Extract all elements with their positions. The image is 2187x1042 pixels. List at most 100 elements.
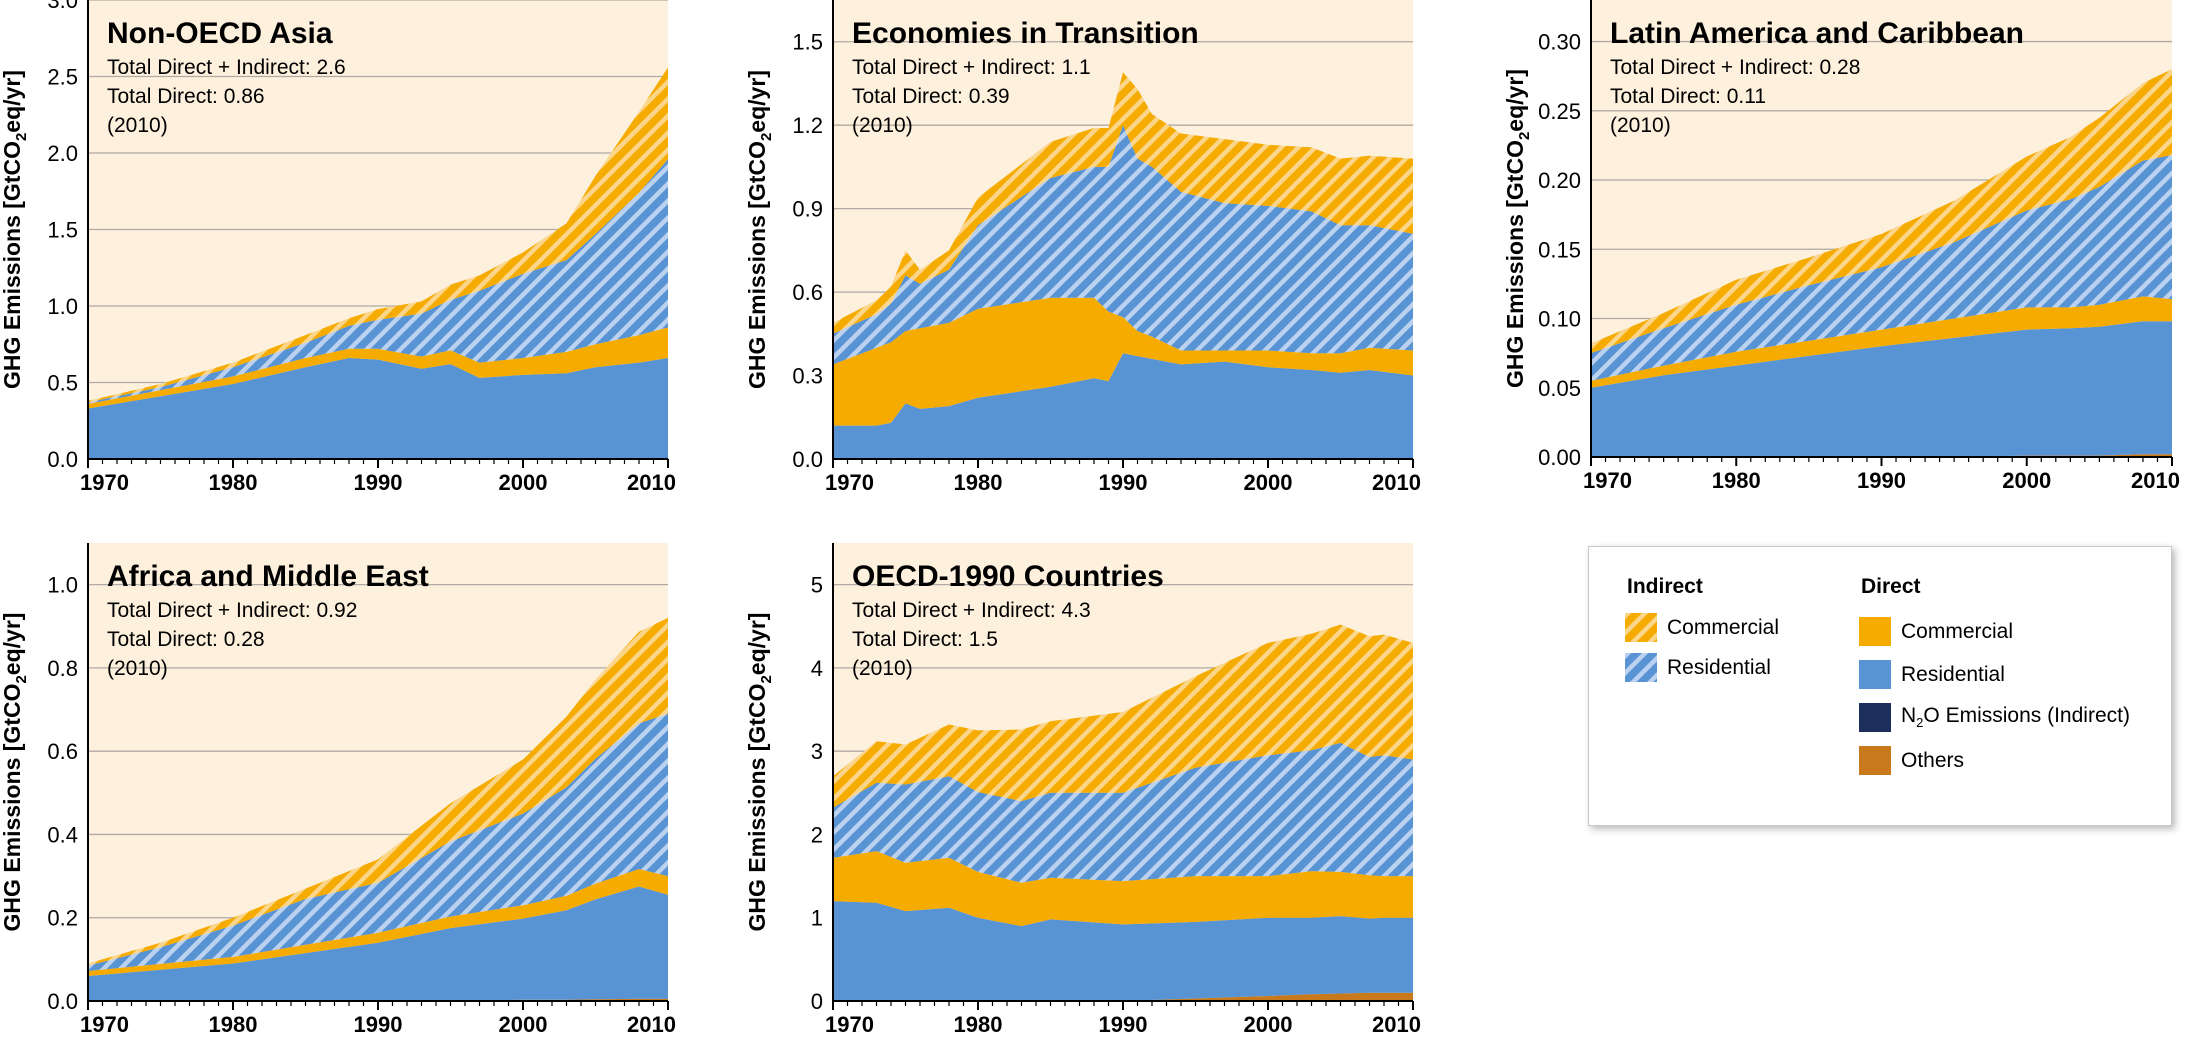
panel-annotation: Total Direct: 0.28 (107, 628, 265, 651)
chart-panel: 0.0 0.2 0.4 0.6 0.8 1.0 1970 1980 1990 2000 2010 GH… (0, 543, 676, 1037)
legend-item-others: Others (1859, 746, 1964, 775)
legend-label-direct-commercial: Commercial (1901, 619, 2014, 643)
y-tick-label: 3.0 (47, 0, 78, 13)
panel-annotation: Total Direct: 0.11 (1610, 85, 1766, 108)
area-series-commercial (88, 869, 668, 976)
legend-label-n2o-sub: 2 (1916, 715, 1924, 731)
y-axis-label: GHG Emissions [GtCO2eq/yr] (1502, 69, 1533, 388)
y-axis-label-tail: eq/yr] (744, 70, 770, 133)
area-series-indirect-residential (833, 742, 1413, 883)
x-tick-label: 2010 (627, 1012, 676, 1037)
panel-title: Latin America and Caribbean (1610, 17, 2024, 50)
y-tick-label: 0.0 (792, 447, 823, 472)
panel-annotation: Total Direct + Indirect: 0.28 (1610, 56, 1860, 79)
area-series-residential (833, 901, 1413, 1001)
y-axis-label-sub: 2 (13, 675, 30, 683)
y-tick-label: 1.0 (47, 573, 78, 598)
y-tick-label: 2.5 (47, 65, 78, 90)
n2o-swatch (1859, 703, 1891, 732)
panel-annotation: (2010) (852, 114, 913, 137)
y-axis-label-main: GHG Emissions [GtCO (744, 684, 770, 932)
area-series-indirect-residential (88, 159, 668, 404)
y-axis-label: GHG Emissions [GtCO2eq/yr] (744, 70, 775, 389)
x-tick-label: 2000 (1244, 1012, 1293, 1037)
x-tick-label: 1970 (825, 470, 874, 495)
y-tick-label: 5 (811, 573, 823, 598)
y-tick-label: 0.15 (1538, 237, 1581, 262)
legend-label-n2o: N2O Emissions (Indirect) (1901, 704, 2130, 730)
indirect-residential-swatch (1625, 653, 1657, 682)
area-series-residential (1591, 321, 2172, 457)
area-series-others (833, 992, 1413, 1001)
legend: Indirect Direct Commercial Residential C… (1588, 546, 2172, 826)
panel-annotation: Total Direct + Indirect: 0.92 (107, 599, 357, 622)
chart-panel: 0 1 2 3 4 5 1970 1980 1990 2000 2010 GHG Emissions … (744, 543, 1421, 1037)
y-tick-label: 2.0 (47, 141, 78, 166)
x-tick-label: 2000 (2002, 468, 2051, 493)
panel-annotation: Total Direct: 0.86 (107, 85, 265, 108)
y-axis-label-tail: eq/yr] (0, 70, 25, 133)
y-tick-label: 2 (811, 822, 823, 847)
area-series-indirect-commercial (88, 67, 668, 403)
panel-title: Africa and Middle East (107, 560, 429, 593)
y-tick-label: 0.05 (1538, 376, 1581, 401)
y-axis-label-tail: eq/yr] (1502, 69, 1528, 132)
x-tick-label: 1980 (954, 470, 1003, 495)
panel-annotation: Total Direct + Indirect: 2.6 (107, 56, 346, 79)
legend-label-indirect-commercial: Commercial (1667, 615, 1780, 639)
panel-title: OECD-1990 Countries (852, 560, 1164, 593)
x-tick-label: 2000 (1244, 470, 1293, 495)
chart-panel: 0.00 0.05 0.10 0.15 0.20 0.25 0.30 1970 1980 1990… (1502, 0, 2180, 493)
y-tick-label: 3 (811, 739, 823, 764)
y-tick-label: 0.2 (47, 906, 78, 931)
area-series-indirect-commercial (88, 617, 668, 966)
area-series-indirect-commercial (1591, 69, 2172, 354)
residential-swatch (1859, 660, 1891, 689)
y-tick-label: 0.0 (47, 447, 78, 472)
x-tick-label: 1970 (80, 470, 129, 495)
legend-label-indirect-residential: Residential (1667, 655, 1771, 679)
y-tick-label: 1.0 (47, 294, 78, 319)
x-tick-label: 2010 (1372, 470, 1421, 495)
x-tick-label: 2010 (627, 470, 676, 495)
y-axis-label-sub: 2 (758, 133, 775, 141)
panel-annotation: (2010) (107, 114, 168, 137)
x-tick-label: 1980 (954, 1012, 1003, 1037)
x-tick-label: 1990 (1099, 1012, 1148, 1037)
y-tick-label: 0.25 (1538, 99, 1581, 124)
legend-item-indirect-residential: Residential (1625, 653, 1771, 682)
x-tick-label: 2000 (499, 1012, 548, 1037)
y-tick-label: 1 (811, 906, 823, 931)
legend-item-direct-commercial: Commercial (1859, 617, 2013, 646)
y-axis-label-main: GHG Emissions [GtCO (744, 141, 770, 389)
y-tick-label: 0.8 (47, 656, 78, 681)
y-tick-label: 0.6 (792, 280, 823, 305)
y-axis-label-sub: 2 (758, 675, 775, 683)
x-tick-label: 1970 (80, 1012, 129, 1037)
y-tick-label: 0.6 (47, 739, 78, 764)
legend-item-direct-residential: Residential (1859, 660, 2005, 689)
legend-item-n2o: N2O Emissions (Indirect) (1859, 703, 2130, 732)
area-series-indirect-residential (1591, 155, 2172, 381)
legend-direct-heading: Direct (1861, 575, 1921, 598)
panel-title: Non-OECD Asia (107, 17, 333, 50)
x-tick-label: 1990 (354, 1012, 403, 1037)
y-axis-label: GHG Emissions [GtCO2eq/yr] (0, 613, 30, 932)
y-axis-label-sub: 2 (13, 133, 30, 141)
y-tick-label: 0.00 (1538, 445, 1581, 470)
panel-annotation: (2010) (1610, 114, 1671, 137)
panel-annotation: Total Direct: 0.39 (852, 85, 1010, 108)
y-tick-label: 0.5 (47, 371, 78, 396)
chart-panel: 0.0 0.3 0.6 0.9 1.2 1.5 1970 1980 1990 2000 2010 GH… (744, 0, 1421, 495)
area-series-commercial (833, 297, 1413, 426)
x-tick-label: 1990 (1099, 470, 1148, 495)
chart-panel: 0.0 0.5 1.0 1.5 2.0 2.5 3.0 1970 1980 1990 2000 201… (0, 0, 676, 495)
area-series-indirect-residential (833, 125, 1413, 365)
y-tick-label: 0 (811, 989, 823, 1014)
panel-annotation: (2010) (852, 657, 913, 680)
x-tick-label: 2000 (499, 470, 548, 495)
commercial-swatch (1859, 617, 1891, 646)
y-tick-label: 1.5 (792, 30, 823, 55)
y-axis-label-tail: eq/yr] (744, 613, 770, 676)
y-axis-label-sub: 2 (1516, 132, 1533, 140)
